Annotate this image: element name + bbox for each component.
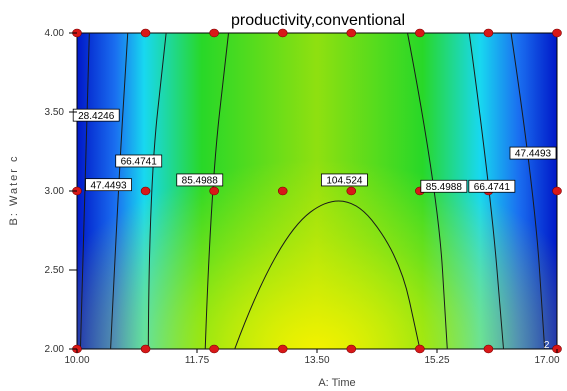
y-tick-label: 3.00	[45, 186, 65, 197]
y-tick-labels: 2.00 2.50 3.00 3.50 4.00	[45, 28, 65, 355]
design-point	[277, 344, 288, 354]
x-tick-label: 15.25	[424, 355, 449, 366]
svg-text:104.524: 104.524	[326, 176, 363, 187]
x-tick-label: 10.00	[64, 355, 89, 366]
y-tick-label: 3.50	[45, 107, 65, 118]
design-point	[140, 28, 151, 38]
chart-title: productivity,conventional	[231, 12, 405, 29]
design-point	[483, 344, 494, 354]
contour-value-label: 66.4741	[115, 154, 163, 168]
contour-line	[147, 33, 167, 349]
svg-text:66.4741: 66.4741	[121, 157, 158, 168]
contour-value-label: 104.524	[321, 173, 368, 187]
contour-line	[204, 33, 230, 349]
design-point	[552, 28, 562, 38]
design-point	[346, 186, 357, 196]
svg-text:28.4246: 28.4246	[78, 111, 115, 122]
design-point	[552, 186, 562, 196]
contour-lines	[79, 33, 546, 349]
design-point	[277, 28, 288, 38]
contour-labels: 28.4246 47.4493 66.4741 85.4988 104.524 85.49…	[72, 108, 557, 351]
contour-value-label: 47.4493	[85, 178, 132, 191]
contour-value-label: 66.4741	[468, 179, 516, 193]
svg-text:47.4493: 47.4493	[90, 180, 127, 191]
x-tick-label: 17.00	[534, 355, 559, 366]
design-point	[140, 344, 151, 354]
contour-value-label: 85.4988	[420, 179, 468, 193]
contour-line	[468, 33, 505, 349]
contour-value-label: 28.4246	[72, 108, 120, 122]
x-tick-label: 13.50	[304, 355, 329, 366]
design-point	[277, 186, 288, 196]
design-point	[209, 344, 219, 354]
contour-line	[407, 33, 448, 349]
design-point	[346, 344, 357, 354]
design-point	[415, 28, 425, 38]
contour-line	[79, 33, 90, 349]
corner-label: 2	[544, 340, 550, 351]
x-tick-labels: 10.00 11.75 13.50 15.25 17.00	[64, 355, 559, 366]
design-points	[72, 28, 562, 354]
svg-text:85.4988: 85.4988	[182, 176, 219, 187]
svg-text:66.4741: 66.4741	[474, 182, 511, 193]
x-tick-label: 11.75	[185, 355, 210, 366]
design-point	[140, 186, 151, 196]
design-point	[415, 344, 425, 354]
contour-line	[510, 33, 546, 349]
design-point	[483, 28, 494, 38]
contour-value-label: 47.4493	[509, 146, 557, 160]
contour-line	[234, 200, 421, 349]
x-ticks	[76, 349, 558, 353]
y-axis-label: B: Water c	[8, 155, 20, 226]
svg-text:85.4988: 85.4988	[426, 182, 463, 193]
design-point	[209, 28, 219, 38]
y-tick-label: 4.00	[45, 28, 65, 39]
contour-value-label: 85.4988	[176, 173, 224, 187]
y-tick-label: 2.50	[45, 265, 65, 276]
y-tick-label: 2.00	[45, 344, 65, 355]
contour-line	[110, 33, 129, 349]
design-point	[346, 28, 357, 38]
x-axis-label: A: Time	[318, 377, 355, 389]
design-point	[209, 186, 219, 196]
svg-text:47.4493: 47.4493	[515, 149, 552, 160]
y-ticks	[69, 32, 77, 350]
